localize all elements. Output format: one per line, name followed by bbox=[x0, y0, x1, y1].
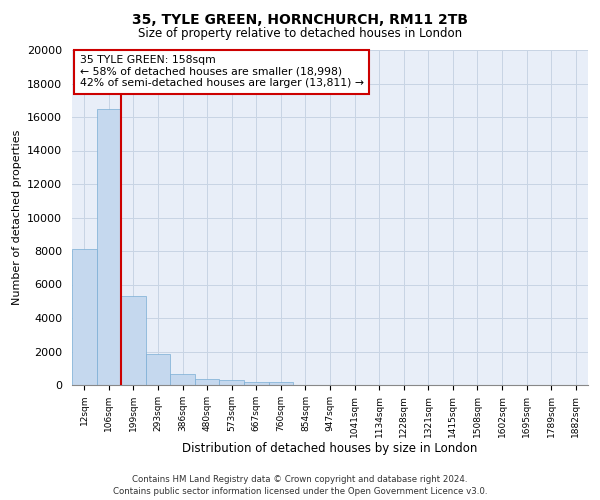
Text: 35 TYLE GREEN: 158sqm
← 58% of detached houses are smaller (18,998)
42% of semi-: 35 TYLE GREEN: 158sqm ← 58% of detached … bbox=[80, 55, 364, 88]
Bar bbox=[146, 354, 170, 385]
Bar bbox=[170, 374, 195, 385]
Bar bbox=[244, 382, 269, 385]
Bar bbox=[195, 379, 220, 385]
Text: 35, TYLE GREEN, HORNCHURCH, RM11 2TB: 35, TYLE GREEN, HORNCHURCH, RM11 2TB bbox=[132, 12, 468, 26]
Bar bbox=[121, 296, 146, 385]
Text: Contains HM Land Registry data © Crown copyright and database right 2024.
Contai: Contains HM Land Registry data © Crown c… bbox=[113, 474, 487, 496]
Y-axis label: Number of detached properties: Number of detached properties bbox=[11, 130, 22, 305]
Bar bbox=[97, 108, 121, 385]
Bar bbox=[220, 380, 244, 385]
X-axis label: Distribution of detached houses by size in London: Distribution of detached houses by size … bbox=[182, 442, 478, 456]
Bar bbox=[269, 382, 293, 385]
Text: Size of property relative to detached houses in London: Size of property relative to detached ho… bbox=[138, 28, 462, 40]
Bar bbox=[72, 250, 97, 385]
